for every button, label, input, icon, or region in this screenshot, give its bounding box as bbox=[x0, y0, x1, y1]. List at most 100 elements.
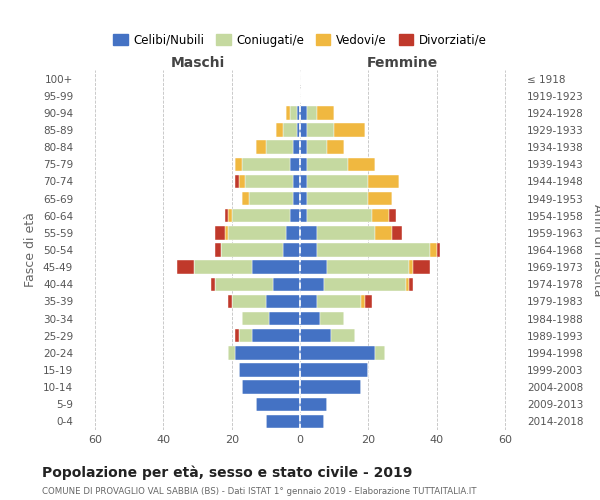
Bar bbox=[225, 209, 228, 222]
Bar bbox=[215, 278, 272, 291]
Bar bbox=[307, 209, 372, 222]
Bar bbox=[300, 294, 317, 308]
Bar bbox=[283, 244, 300, 256]
Bar bbox=[300, 106, 307, 120]
Bar bbox=[368, 174, 399, 188]
Bar bbox=[317, 244, 430, 256]
Bar bbox=[293, 140, 300, 154]
Bar bbox=[375, 226, 392, 239]
Bar bbox=[317, 106, 334, 120]
Bar bbox=[413, 260, 430, 274]
Bar bbox=[307, 174, 368, 188]
Bar bbox=[290, 106, 296, 120]
Text: Maschi: Maschi bbox=[170, 56, 224, 70]
Bar bbox=[269, 312, 300, 326]
Bar bbox=[328, 140, 344, 154]
Bar bbox=[334, 124, 365, 136]
Bar bbox=[307, 158, 348, 171]
Bar bbox=[300, 140, 307, 154]
Bar bbox=[300, 174, 307, 188]
Bar bbox=[242, 312, 269, 326]
Bar bbox=[256, 140, 266, 154]
Bar bbox=[228, 294, 232, 308]
Bar bbox=[242, 158, 290, 171]
Bar bbox=[300, 158, 307, 171]
Bar bbox=[320, 312, 344, 326]
Bar bbox=[300, 414, 324, 428]
Bar bbox=[307, 140, 328, 154]
Bar bbox=[300, 398, 328, 411]
Bar bbox=[409, 278, 413, 291]
Bar bbox=[252, 329, 300, 342]
Bar bbox=[328, 260, 409, 274]
Bar bbox=[239, 364, 300, 376]
Bar bbox=[239, 174, 245, 188]
Bar bbox=[392, 226, 403, 239]
Bar bbox=[211, 278, 215, 291]
Bar bbox=[239, 329, 252, 342]
Y-axis label: Fasce di età: Fasce di età bbox=[25, 212, 37, 288]
Bar bbox=[300, 124, 307, 136]
Bar bbox=[235, 174, 239, 188]
Bar bbox=[406, 278, 409, 291]
Bar bbox=[286, 106, 290, 120]
Bar bbox=[242, 380, 300, 394]
Bar bbox=[228, 209, 232, 222]
Bar bbox=[317, 294, 361, 308]
Bar bbox=[221, 244, 283, 256]
Bar bbox=[290, 209, 300, 222]
Bar bbox=[266, 414, 300, 428]
Bar bbox=[266, 294, 300, 308]
Bar bbox=[300, 244, 317, 256]
Bar bbox=[372, 209, 389, 222]
Bar bbox=[307, 106, 317, 120]
Bar bbox=[194, 260, 252, 274]
Bar bbox=[300, 312, 320, 326]
Bar bbox=[293, 174, 300, 188]
Bar bbox=[232, 294, 266, 308]
Bar bbox=[225, 226, 228, 239]
Text: COMUNE DI PROVAGLIO VAL SABBIA (BS) - Dati ISTAT 1° gennaio 2019 - Elaborazione : COMUNE DI PROVAGLIO VAL SABBIA (BS) - Da… bbox=[42, 488, 476, 496]
Bar bbox=[245, 174, 293, 188]
Bar bbox=[296, 106, 300, 120]
Bar bbox=[437, 244, 440, 256]
Bar bbox=[283, 124, 296, 136]
Legend: Celibi/Nubili, Coniugati/e, Vedovi/e, Divorziati/e: Celibi/Nubili, Coniugati/e, Vedovi/e, Di… bbox=[109, 29, 491, 52]
Bar bbox=[235, 158, 242, 171]
Bar bbox=[300, 380, 361, 394]
Bar bbox=[272, 278, 300, 291]
Bar bbox=[324, 278, 406, 291]
Bar bbox=[296, 124, 300, 136]
Bar bbox=[276, 124, 283, 136]
Bar bbox=[228, 226, 286, 239]
Bar bbox=[252, 260, 300, 274]
Bar bbox=[293, 192, 300, 205]
Bar bbox=[300, 329, 331, 342]
Bar bbox=[235, 329, 239, 342]
Bar bbox=[430, 244, 437, 256]
Bar bbox=[409, 260, 413, 274]
Bar bbox=[389, 209, 395, 222]
Bar bbox=[365, 294, 372, 308]
Bar bbox=[300, 192, 307, 205]
Bar bbox=[232, 209, 290, 222]
Bar bbox=[215, 226, 225, 239]
Bar bbox=[266, 140, 293, 154]
Y-axis label: Anni di nascita: Anni di nascita bbox=[592, 204, 600, 296]
Bar bbox=[300, 209, 307, 222]
Text: Popolazione per età, sesso e stato civile - 2019: Popolazione per età, sesso e stato civil… bbox=[42, 466, 412, 480]
Bar bbox=[300, 226, 317, 239]
Bar bbox=[300, 346, 375, 360]
Bar bbox=[286, 226, 300, 239]
Bar bbox=[368, 192, 392, 205]
Bar bbox=[361, 294, 365, 308]
Bar bbox=[375, 346, 385, 360]
Bar bbox=[300, 364, 368, 376]
Bar bbox=[215, 244, 221, 256]
Bar bbox=[249, 192, 293, 205]
Bar bbox=[307, 124, 334, 136]
Text: Femmine: Femmine bbox=[367, 56, 438, 70]
Bar bbox=[331, 329, 355, 342]
Bar bbox=[300, 278, 324, 291]
Bar bbox=[228, 346, 235, 360]
